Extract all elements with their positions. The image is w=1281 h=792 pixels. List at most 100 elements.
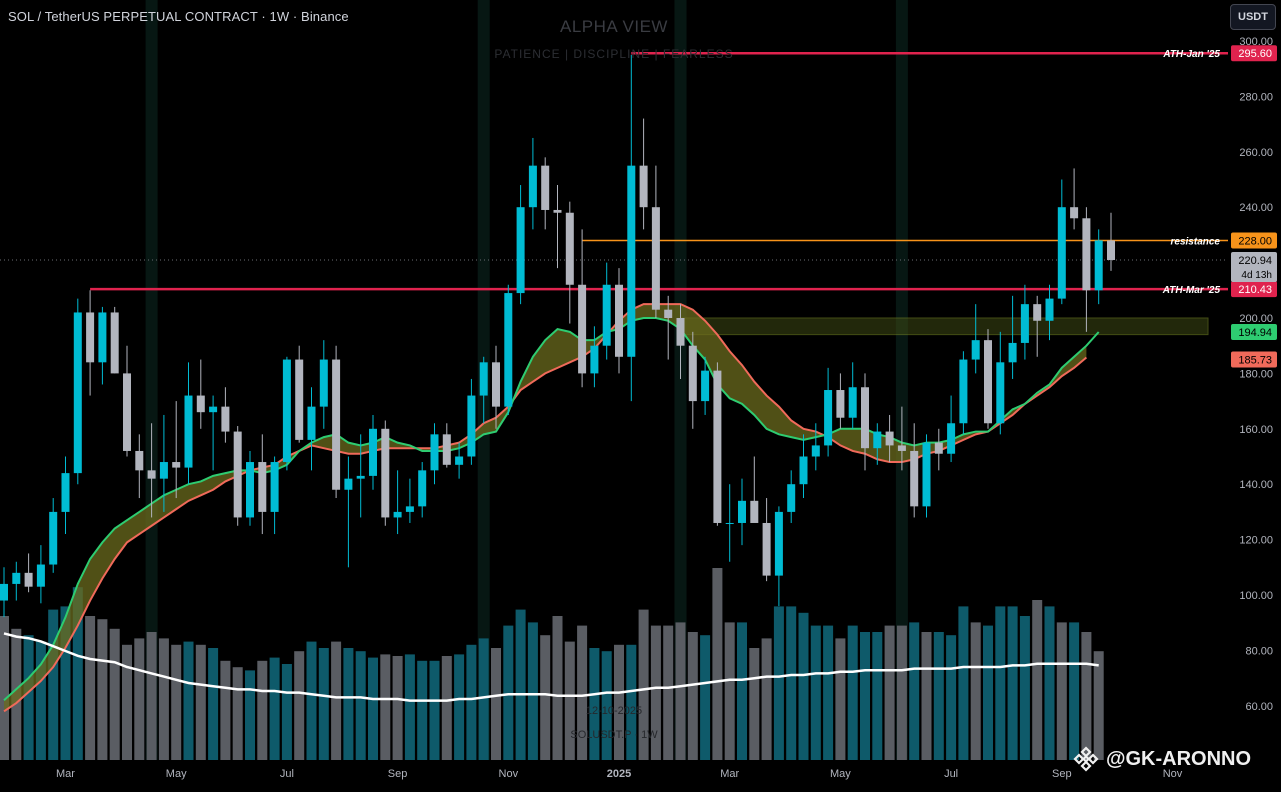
candle-body [492, 362, 500, 407]
candle-body [282, 359, 291, 463]
y-tick-label: 180.00 [1239, 368, 1273, 380]
highlight-column [674, 0, 687, 760]
volume-bar [1032, 600, 1043, 760]
candle-body [971, 340, 980, 360]
ema-fast-line [3, 317, 1100, 702]
candle-body [1020, 304, 1029, 343]
candle-body [947, 423, 956, 454]
candle-body [1045, 298, 1054, 321]
x-tick-label: Jul [944, 768, 958, 780]
volume-bar [368, 657, 378, 760]
currency-button[interactable]: USDT [1230, 4, 1276, 30]
volume-bar [909, 622, 920, 760]
volume-bar [245, 670, 255, 760]
support-zone-rect [680, 317, 1209, 336]
volume-bar [35, 641, 46, 760]
volume-bar [355, 651, 366, 760]
x-tick-label: Sep [388, 768, 408, 780]
volume-bar [380, 654, 391, 760]
y-tick-label: 260.00 [1239, 147, 1273, 159]
candle-body [578, 284, 587, 374]
volume-bar [626, 644, 637, 760]
volume-bar [700, 635, 711, 760]
volume-bar [958, 606, 969, 760]
ema-ribbon [3, 303, 1100, 713]
volume-bar [1093, 651, 1104, 760]
candle-body [307, 406, 316, 440]
volume-bar [392, 656, 403, 760]
level-name: ATH-Jan '25 [1162, 49, 1220, 60]
price-axis: 60.00 80.00 100.00 120.00 140.00 160.00 180.00… [1239, 36, 1273, 713]
highlight-column [145, 0, 158, 760]
volume-bar [921, 632, 932, 760]
candle-body [405, 506, 414, 512]
candle-body [246, 462, 254, 518]
x-tick-label: Nov [1163, 768, 1183, 780]
y-tick-label: 160.00 [1239, 424, 1273, 436]
candle-body [615, 284, 623, 357]
volume-bar [404, 654, 415, 760]
candle-body [123, 373, 131, 451]
binance-logo-icon [1073, 746, 1099, 772]
volume-bar [983, 625, 993, 760]
ema-fast-price-label-box [1231, 324, 1277, 341]
y-tick-label: 140.00 [1239, 479, 1273, 491]
y-tick-label: 120.00 [1239, 535, 1273, 547]
candle-body [848, 387, 857, 418]
volume-bar [134, 638, 145, 760]
candle-body [430, 434, 439, 471]
candle-body [1008, 342, 1017, 363]
ema-slow-price-label: 185.73 [1238, 355, 1272, 367]
volume-bar [122, 644, 132, 760]
volume-bar [687, 632, 698, 760]
candle-body [86, 312, 95, 363]
candle-body [356, 475, 365, 479]
candle-body [811, 445, 820, 457]
candle-body [258, 462, 267, 512]
volume-bar [773, 606, 784, 760]
volume-bar [1019, 616, 1030, 760]
volume-bar [318, 648, 329, 760]
candle-body [36, 564, 45, 587]
volume-bar [1007, 606, 1018, 760]
candle-body [467, 395, 476, 457]
volume-bar [847, 625, 858, 760]
volume-bar [737, 622, 747, 760]
time-axis: Mar May Jul Sep Nov 2025 Mar May Jul Sep Nov [56, 768, 1183, 780]
candle-body [861, 387, 869, 449]
volume-bar [860, 632, 870, 760]
candle-body [159, 462, 168, 479]
candle-body [295, 359, 304, 440]
watermark-date: 12-10-2025 [585, 705, 643, 717]
volume-bar [220, 660, 231, 760]
candle-body [750, 500, 759, 523]
volume-bar [810, 625, 821, 760]
candle-body [590, 345, 599, 374]
volume-bar [195, 644, 206, 760]
volume-bar [0, 616, 9, 760]
candle-body [676, 318, 685, 346]
candle-body [897, 445, 906, 451]
volume-bar [441, 656, 452, 760]
volume-bar [97, 619, 108, 760]
candle-body [701, 370, 710, 402]
candle-body [836, 390, 845, 418]
y-tick-label: 300.00 [1239, 36, 1273, 48]
candle-body [627, 165, 636, 357]
volume-bar [331, 641, 342, 760]
volume-bar [601, 651, 612, 760]
volume-bar [306, 641, 317, 760]
volume-bar [749, 648, 760, 760]
volume-bar [109, 628, 120, 760]
candle-body [602, 284, 611, 346]
volume-bar [478, 638, 489, 760]
candle-body [1094, 240, 1103, 291]
candle-body [233, 431, 242, 518]
chart-title: SOL / TetherUS PERPETUAL CONTRACT · 1W ·… [8, 9, 349, 24]
volume-ma-line [3, 632, 1099, 702]
x-tick-label: Jul [280, 768, 294, 780]
price-labels: 295.60 228.00 210.43 220.94 4d 13h 194.94 185.… [1231, 45, 1277, 368]
candle-body [369, 428, 377, 476]
